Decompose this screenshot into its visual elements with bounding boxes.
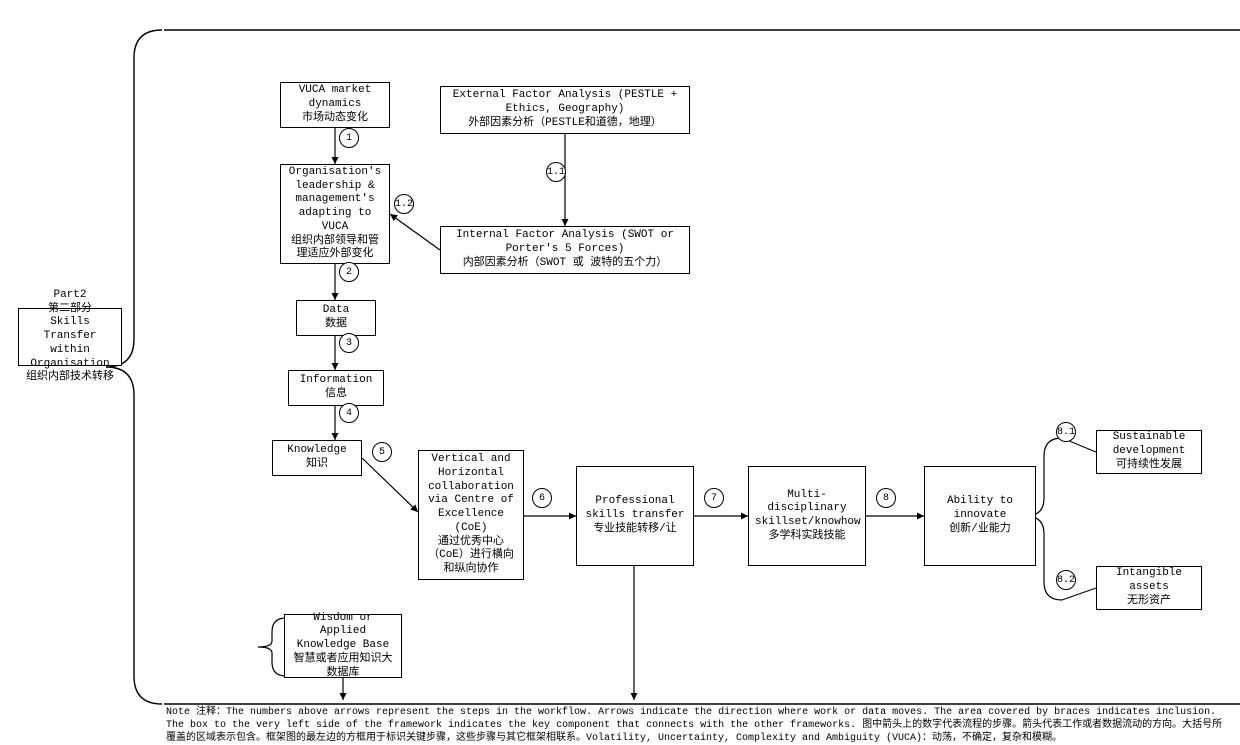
step-s1_2: 1.2	[394, 194, 414, 214]
edge-6	[362, 458, 418, 512]
node-ext_factor: External Factor Analysis (PESTLE + Ethic…	[440, 86, 690, 134]
node-knowledge: Knowledge 知识	[272, 440, 362, 476]
step-s8: 8	[876, 488, 896, 508]
node-innovate: Ability to innovate 创新/业能力	[924, 466, 1036, 566]
wisdom-brace	[258, 618, 286, 676]
node-info: Information 信息	[288, 370, 384, 406]
node-multi: Multi-disciplinary skillset/knowhow 多学科实…	[748, 466, 866, 566]
node-intangible: Intangible assets 无形资产	[1096, 566, 1202, 610]
node-sustainable: Sustainable development 可持续性发展	[1096, 430, 1202, 474]
step-s5: 5	[372, 442, 392, 462]
step-s7: 7	[704, 488, 724, 508]
step-s8_1: 8.1	[1056, 422, 1076, 442]
step-s1: 1	[339, 128, 359, 148]
step-s4: 4	[339, 403, 359, 423]
step-s2: 2	[339, 262, 359, 282]
step-s1_1: 1.1	[546, 162, 566, 182]
node-int_factor: Internal Factor Analysis (SWOT or Porter…	[440, 226, 690, 274]
node-org_adapt: Organisation's leadership & management's…	[280, 164, 390, 264]
node-part2: Part2 第二部分 Skills Transfer within Organi…	[18, 308, 122, 366]
edge-5	[390, 214, 440, 250]
node-data: Data 数据	[296, 300, 376, 336]
node-vuca: VUCA market dynamics 市场动态变化	[280, 82, 390, 128]
footer-note-text: Note 注释：The numbers above arrows represe…	[166, 706, 1226, 745]
node-wisdom: Wisdom or Applied Knowledge Base 智慧或者应用知…	[284, 614, 402, 678]
step-s3: 3	[339, 333, 359, 353]
step-s6: 6	[532, 488, 552, 508]
step-s8_2: 8.2	[1056, 570, 1076, 590]
node-coe: Vertical and Horizontal collaboration vi…	[418, 450, 524, 580]
node-prof: Professional skills transfer 专业技能转移/让	[576, 466, 694, 566]
